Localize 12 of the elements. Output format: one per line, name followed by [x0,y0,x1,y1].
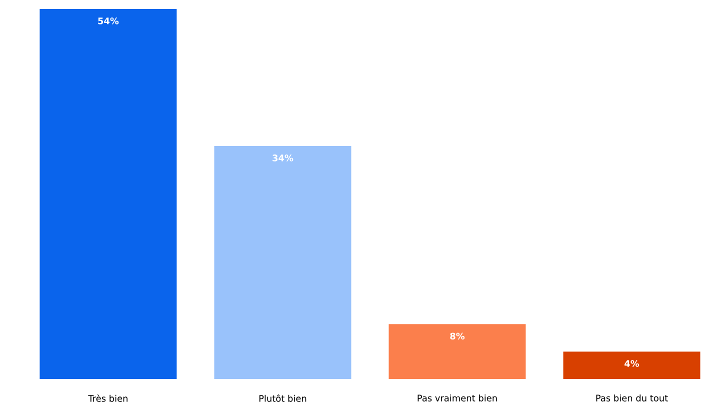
bar [563,352,700,379]
data-label: 8% [450,332,465,340]
x-tick-label: Très bien [88,394,128,402]
data-label: 4% [624,360,640,367]
x-tick-label: Pas vraiment bien [418,394,497,402]
x-tick-label: Pas bien du tout [596,394,668,402]
bar [40,9,177,379]
data-label: 54% [98,18,119,24]
bar [214,146,352,379]
data-label: 34% [272,154,294,162]
bar [388,324,526,379]
x-tick-label: Plutôt bien [259,394,306,402]
